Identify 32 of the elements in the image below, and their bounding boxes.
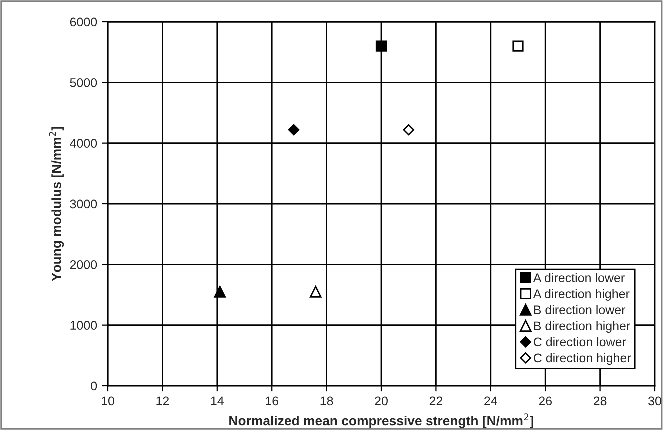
- legend-label: C direction lower: [534, 337, 626, 347]
- legend-label: B direction higher: [534, 321, 630, 334]
- y-axis-title: Young modulus [N/mm$^{2}$]: [49, 127, 64, 282]
- y-tick-label: 1000: [70, 321, 98, 330]
- x-axis-title: Normalized mean compressive strength [N/mm$^{2}$]: [230, 414, 534, 428]
- x-tick-label: 10: [102, 396, 114, 406]
- legend-label: B direction lower: [534, 305, 626, 315]
- x-tick-label: 20: [375, 396, 388, 406]
- x-tick-label: 12: [156, 396, 170, 406]
- x-tick-label: 26: [539, 396, 552, 406]
- x-tick-label: 24: [484, 396, 498, 406]
- x-tick-label: 28: [594, 396, 607, 406]
- legend-label: A direction higher: [533, 289, 630, 301]
- y-tick-label: 6000: [70, 18, 98, 27]
- y-tick-label: 5000: [70, 78, 98, 88]
- legend-label: A direction lower: [533, 273, 625, 282]
- point: [403, 124, 414, 136]
- x-tick-label: 18: [320, 396, 334, 406]
- x-tick-label: 30: [648, 396, 662, 406]
- x-tick-label: 22: [430, 396, 443, 406]
- point: [214, 286, 226, 298]
- legend-label: C direction higher: [534, 353, 632, 366]
- y-tick-label: 2000: [70, 260, 98, 270]
- point: [310, 286, 322, 298]
- y-tick-label: 4000: [70, 139, 98, 148]
- point: [288, 124, 300, 136]
- y-tick-label: 3000: [70, 200, 98, 209]
- x-tick-label: 16: [266, 396, 279, 406]
- point: [512, 40, 524, 52]
- x-tick-label: 14: [211, 396, 224, 406]
- y-tick-label: 0: [91, 382, 98, 391]
- point: [376, 40, 388, 52]
